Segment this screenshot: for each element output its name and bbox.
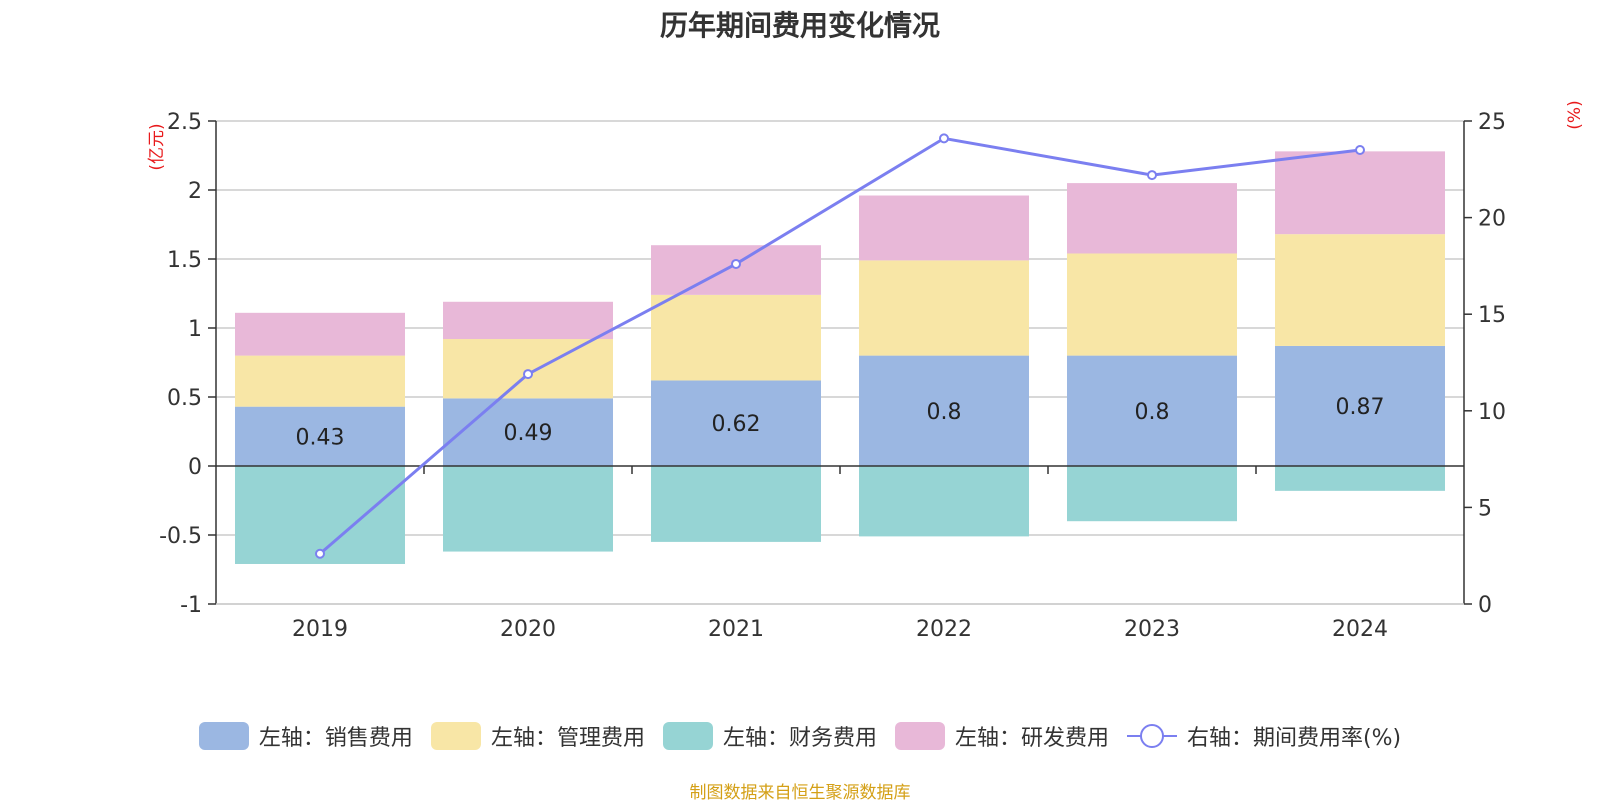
- data-label: 0.87: [1336, 395, 1385, 420]
- left-axis-tick-label: 2.5: [167, 110, 202, 135]
- left-axis-tick-label: -0.5: [159, 524, 202, 549]
- left-axis-tick-label: 1.5: [167, 248, 202, 273]
- x-axis-tick-label: 2021: [708, 617, 764, 642]
- left-axis-unit-label: (亿元): [147, 123, 167, 170]
- bar-segment: [651, 380, 821, 466]
- legend-swatch: [198, 722, 249, 750]
- data-label: 0.8: [1135, 400, 1170, 425]
- bar-segment: [651, 466, 821, 542]
- chart-plot: 2.5 2 1.5 1 0.5 0 -0.5 -1 25 20 15 10 5 0 (亿元) (%) 2019 2…: [147, 100, 1585, 642]
- bar-segment: [651, 294, 821, 381]
- rate-point: [731, 258, 741, 269]
- data-label: 0.62: [712, 412, 761, 437]
- bar-segment: [859, 355, 1029, 466]
- x-axis-tick-label: 2020: [500, 617, 556, 642]
- x-axis-tick-label: 2024: [1332, 617, 1388, 642]
- legend-swatch: [894, 722, 945, 750]
- legend-label: 左轴：财务费用: [722, 726, 877, 751]
- bar-segment: [235, 406, 405, 466]
- legend-swatch: [662, 722, 713, 750]
- legend-label: 左轴：管理费用: [490, 726, 645, 751]
- rate-point: [523, 369, 533, 380]
- left-axis-tick-label: 1: [188, 317, 202, 342]
- legend-item[interactable]: 左轴：管理费用: [430, 720, 645, 752]
- bar-segment: [859, 195, 1029, 261]
- bar-segment: [1275, 234, 1445, 346]
- bar-segment: [443, 339, 613, 399]
- bar-segment: [1067, 253, 1237, 356]
- bar-segment: [859, 260, 1029, 356]
- left-axis-tick-label: 2: [188, 179, 202, 204]
- bar-segment: [235, 355, 405, 407]
- left-axis-tick-label: 0.5: [167, 386, 202, 411]
- bar-segment: [443, 466, 613, 552]
- right-axis-unit-label: (%): [1565, 100, 1585, 129]
- rate-point: [315, 548, 325, 559]
- bar-segment: [1067, 183, 1237, 254]
- right-axis-tick-label: 5: [1478, 496, 1492, 521]
- x-axis-tick-label: 2023: [1124, 617, 1180, 642]
- data-label: 0.8: [927, 400, 962, 425]
- left-axis-tick-label: -1: [180, 593, 202, 618]
- bar-segment: [235, 466, 405, 564]
- left-axis-tick-label: 0: [188, 455, 202, 480]
- x-axis-tick-label: 2019: [292, 617, 348, 642]
- legend-label: 左轴：销售费用: [258, 726, 413, 751]
- bar-segment: [443, 398, 613, 466]
- rate-point: [1355, 144, 1365, 155]
- legend: 左轴：销售费用 左轴：管理费用 左轴：财务费用 左轴：研发费用 右轴：期间费用率(%): [0, 720, 1600, 752]
- data-label: 0.43: [296, 425, 345, 450]
- legend-label: 左轴：研发费用: [954, 726, 1109, 751]
- rate-line: [319, 136, 1361, 555]
- legend-item[interactable]: 左轴：销售费用: [198, 720, 413, 752]
- right-axis-tick-label: 25: [1478, 110, 1506, 135]
- right-axis-tick-label: 20: [1478, 207, 1506, 232]
- bar-segment: [651, 245, 821, 295]
- chart-title: 历年期间费用变化情况: [659, 9, 940, 42]
- right-axis-tick-label: 0: [1478, 593, 1492, 618]
- bar-segment: [1067, 466, 1237, 522]
- rate-point: [1147, 170, 1157, 181]
- bar-segment: [235, 312, 405, 356]
- data-label: 0.49: [504, 421, 553, 446]
- bar-segment: [1275, 151, 1445, 235]
- source-note: 制图数据来自恒生聚源数据库: [689, 783, 911, 803]
- right-axis-tick-label: 10: [1478, 400, 1506, 425]
- legend-swatch: [430, 722, 481, 750]
- bar-segment: [443, 301, 613, 340]
- bar-segment: [1275, 345, 1445, 466]
- legend-line-marker: [1126, 722, 1177, 750]
- bar-segment: [1275, 466, 1445, 491]
- legend-label: 右轴：期间费用率(%): [1186, 726, 1402, 751]
- legend-item[interactable]: 左轴：研发费用: [894, 720, 1109, 752]
- x-axis-tick-label: 2022: [916, 617, 972, 642]
- legend-item[interactable]: 右轴：期间费用率(%): [1126, 720, 1402, 752]
- legend-item[interactable]: 左轴：财务费用: [662, 720, 877, 752]
- right-axis-tick-label: 15: [1478, 303, 1506, 328]
- bar-segment: [859, 466, 1029, 537]
- rate-point: [939, 133, 949, 144]
- bar-segment: [1067, 355, 1237, 466]
